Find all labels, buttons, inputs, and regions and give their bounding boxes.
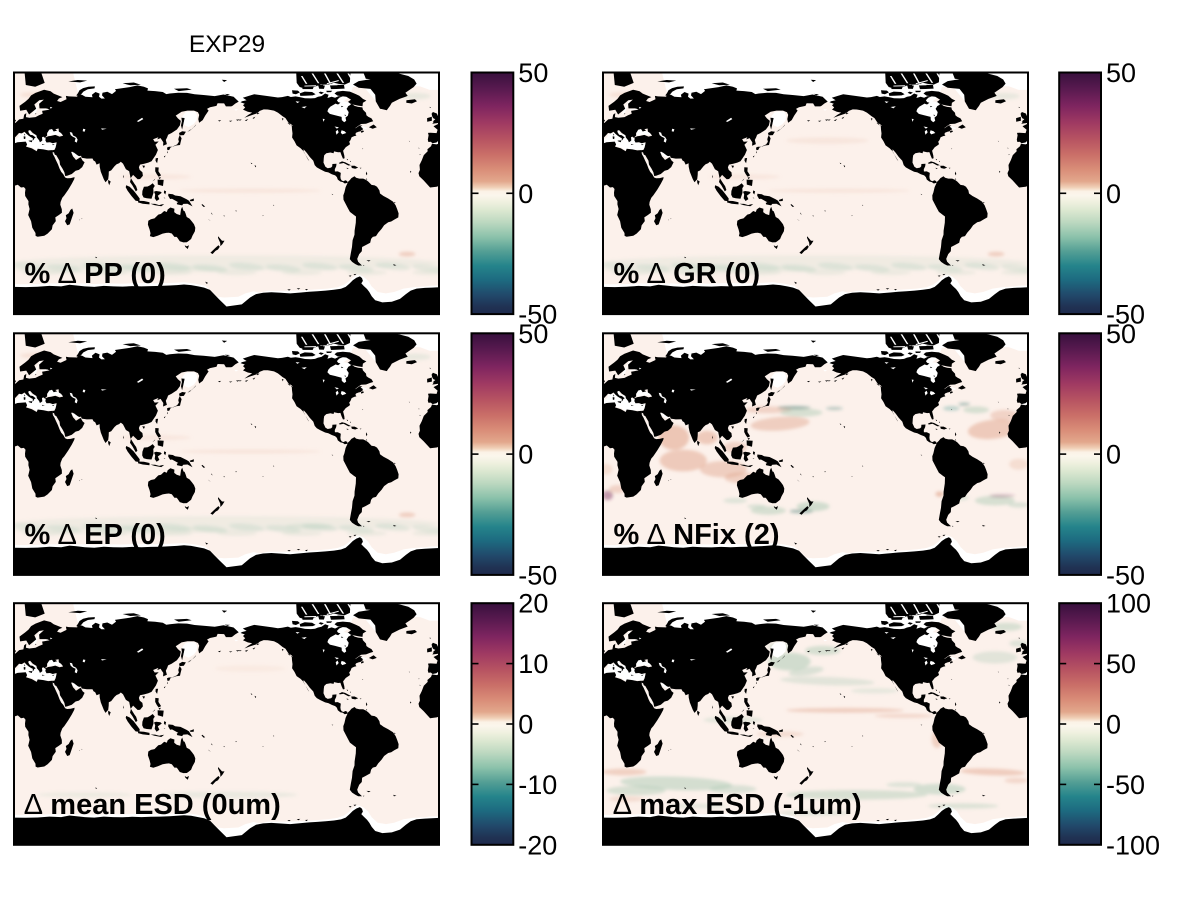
svg-text:0: 0 <box>518 179 533 209</box>
svg-text:-50: -50 <box>518 300 557 330</box>
svg-text:0: 0 <box>1106 440 1121 470</box>
svg-text:EXP29: EXP29 <box>189 31 265 58</box>
svg-text:∆ mean ESD (0um): ∆ mean ESD (0um) <box>25 789 281 821</box>
svg-text:-50: -50 <box>1106 560 1145 590</box>
svg-text:-50: -50 <box>1106 770 1145 800</box>
svg-text:% ∆ GR (0): % ∆ GR (0) <box>614 258 761 290</box>
svg-text:20: 20 <box>518 589 548 619</box>
svg-text:0: 0 <box>1106 710 1121 740</box>
svg-text:10: 10 <box>518 649 548 679</box>
svg-text:-10: -10 <box>518 770 557 800</box>
svg-text:-20: -20 <box>518 830 557 860</box>
svg-text:% ∆ EP (0): % ∆ EP (0) <box>25 519 166 551</box>
svg-text:0: 0 <box>518 440 533 470</box>
svg-text:50: 50 <box>1106 649 1136 679</box>
svg-text:50: 50 <box>1106 58 1136 88</box>
svg-text:-50: -50 <box>518 560 557 590</box>
svg-text:50: 50 <box>518 58 548 88</box>
svg-text:∆ max ESD (-1um): ∆ max ESD (-1um) <box>614 789 862 821</box>
svg-text:0: 0 <box>1106 179 1121 209</box>
svg-text:0: 0 <box>518 710 533 740</box>
svg-text:50: 50 <box>1106 319 1136 349</box>
svg-text:100: 100 <box>1106 589 1151 619</box>
svg-text:-100: -100 <box>1106 830 1160 860</box>
svg-text:% ∆ PP (0): % ∆ PP (0) <box>25 258 166 290</box>
svg-text:% ∆ NFix (2): % ∆ NFix (2) <box>614 519 780 551</box>
svg-text:-50: -50 <box>1106 300 1145 330</box>
svg-text:50: 50 <box>518 319 548 349</box>
